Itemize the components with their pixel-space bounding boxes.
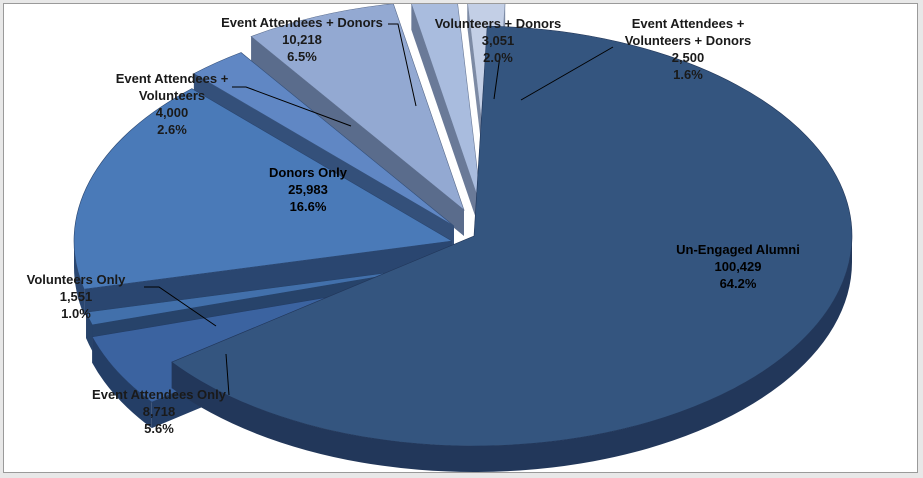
leader-line-all-three (520, 46, 614, 101)
data-label-volunteers-donors: Volunteers + Donors 3,051 2.0% (435, 16, 562, 65)
slice-wall (411, 4, 482, 236)
pie-slice-donors-only (73, 88, 453, 316)
data-label-volunteers-only: Volunteers Only 1,551 1.0% (27, 272, 126, 321)
pie-chart: Un-Engaged Alumni 100,429 64.2% Event Atten… (27, 4, 853, 472)
slice-top (73, 88, 453, 290)
leaders-layer (144, 23, 614, 396)
slice-rim (74, 241, 85, 316)
slice-top (411, 4, 483, 211)
slice-top (250, 4, 465, 211)
leader-line-volunteers-only (144, 286, 217, 327)
slice-top (193, 52, 455, 227)
pie-slice-volunteers-donors (411, 4, 483, 236)
leader-line-event-attendees-donors (388, 23, 417, 107)
slice-wall (251, 36, 464, 236)
slice-rim (171, 236, 853, 472)
chart-area: Un-Engaged Alumni 100,429 64.2% Event Atten… (3, 3, 918, 473)
slice-wall (84, 241, 452, 316)
data-label-donors-only: Donors Only 25,983 16.6% (269, 165, 348, 214)
leader-line-volunteers-donors (493, 55, 501, 100)
slices-layer (73, 4, 853, 472)
slice-rim (86, 312, 93, 351)
data-label-event-attendees-donors: Event Attendees + Donors 10,218 6.5% (221, 15, 383, 64)
slice-top (85, 263, 455, 326)
slice-top (171, 25, 853, 447)
data-label-event-attendees-volunteers-donors: Event Attendees + Volunteers + Donors 2,50… (625, 16, 752, 82)
data-label-event-attendees-only: Event Attendees Only 8,718 5.6% (92, 387, 227, 436)
leader-line-event-attendees-only (225, 353, 230, 396)
labels-layer: Un-Engaged Alumni 100,429 64.2% Event Atten… (27, 15, 800, 436)
pie-slice-event-attendees-donors (250, 4, 465, 236)
leader-line-event-attendees-volunteers (232, 86, 352, 127)
data-label-un-engaged-alumni: Un-Engaged Alumni 100,429 64.2% (676, 242, 800, 291)
data-label-event-attendees-volunteers: Event Attendees + Volunteers 4,000 2.6% (116, 71, 229, 137)
pie-slice-un-engaged-alumni (171, 25, 853, 472)
